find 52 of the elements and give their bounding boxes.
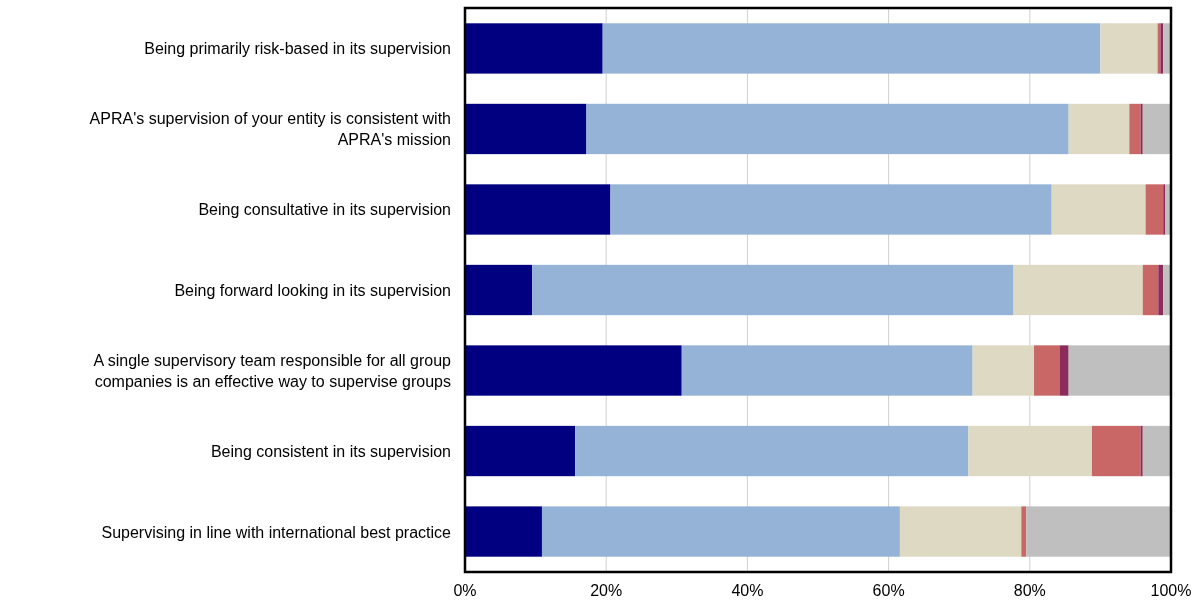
bar [610, 184, 1052, 235]
bar [899, 506, 1022, 557]
bar [465, 184, 611, 235]
bar [1021, 506, 1027, 557]
bar [532, 264, 1014, 316]
bar [1163, 23, 1171, 74]
bar [972, 345, 1035, 396]
bar [465, 23, 603, 74]
bar [465, 506, 542, 557]
bar [968, 425, 1092, 477]
y-tick-label: APRA's supervision of your entity is consistent with APRA's mission [89, 110, 451, 149]
y-tick-label: Being consistent in its supervision [210, 443, 451, 461]
y-tick-label: Being primarily risk-based in its supervision [144, 40, 451, 58]
bar [1165, 184, 1171, 235]
bar [1034, 345, 1060, 396]
bar [575, 425, 969, 477]
bar [1068, 345, 1171, 396]
x-tick-label: 60% [872, 582, 905, 599]
bar [1142, 264, 1159, 316]
bar [465, 264, 533, 316]
bar [1140, 425, 1143, 477]
bar [541, 506, 900, 557]
bar [681, 345, 973, 396]
bar [1091, 425, 1141, 477]
y-tick-label: Supervising in line with international best practice [101, 523, 452, 541]
bar [465, 345, 682, 396]
bar [1163, 264, 1171, 316]
y-tick-label: A single supervisory team responsible for all group companies is an effective way to supervise groups [93, 352, 452, 391]
bar [1059, 345, 1069, 396]
bar [465, 103, 587, 155]
bar [1026, 506, 1171, 557]
x-tick-label: 40% [731, 582, 764, 599]
y-tick-label: Being forward looking in its supervision [174, 282, 451, 299]
bar [465, 425, 576, 477]
x-tick-label: 80% [1013, 582, 1046, 599]
bar [1158, 264, 1164, 316]
bar [586, 103, 1069, 155]
bar [1100, 23, 1158, 74]
bar [1013, 264, 1143, 316]
y-tick-label: Being consultative in its supervision [198, 201, 451, 219]
bar [1142, 103, 1171, 155]
bar [1068, 103, 1130, 155]
bar [602, 23, 1101, 74]
x-tick-label: 20% [590, 582, 623, 599]
bar [1163, 184, 1166, 235]
bar [1051, 184, 1146, 235]
x-tick-label: 0% [453, 582, 477, 599]
bar [1142, 425, 1171, 477]
x-tick-label: 100% [1150, 582, 1192, 599]
bar [1140, 103, 1143, 155]
bar [1145, 184, 1164, 235]
bar [1129, 103, 1141, 155]
